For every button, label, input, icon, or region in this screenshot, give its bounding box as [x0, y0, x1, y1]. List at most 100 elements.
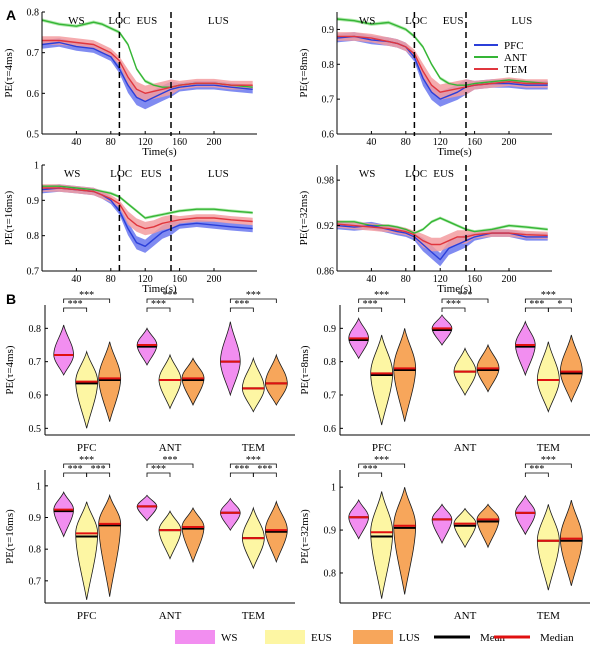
series-line-pfc	[41, 41, 253, 103]
significance-bracket	[441, 298, 489, 303]
significance-label: ***	[541, 455, 556, 466]
significance-label: ***	[68, 299, 83, 310]
x-tick-label: 120	[138, 274, 153, 285]
y-axis-label: PE(τ=16ms)	[3, 190, 15, 245]
y-tick-label: 0.6	[322, 130, 335, 141]
x-tick-label: 40	[366, 274, 376, 285]
phase-label: WS	[68, 15, 85, 27]
x-axis-label: Time(s)	[437, 283, 472, 295]
x-tick-label: 120	[433, 274, 448, 285]
y-tick-label: 0.86	[317, 267, 335, 278]
chart-4: 40 80 120 160 200 0.86 0.92 0.98 Time(s) PE(τ=32m…	[298, 165, 552, 295]
category-label: ANT	[159, 610, 182, 622]
significance-bracket	[229, 298, 277, 303]
significance-label: ***	[79, 290, 94, 301]
category-label: PFC	[372, 610, 392, 622]
significance-bracket	[146, 463, 194, 468]
phase-label: LOC	[405, 15, 427, 27]
violin-eus	[536, 341, 560, 413]
violin-eus	[75, 501, 99, 600]
violin-ws	[53, 324, 74, 376]
x-tick-label: 160	[172, 137, 187, 148]
significance-label: ***	[529, 299, 544, 310]
significance-bracket	[524, 298, 572, 303]
phase-label: LUS	[512, 15, 533, 27]
violin-ws	[515, 494, 536, 536]
series-line-ant	[41, 19, 253, 88]
phase-label: EUS	[433, 168, 454, 180]
y-tick-label: 0.9	[324, 526, 337, 537]
violin-ws	[220, 321, 241, 397]
legend-patch-ws	[175, 630, 215, 644]
significance-bracket	[441, 307, 466, 312]
violin-lus	[181, 506, 205, 564]
x-axis-label: Time(s)	[142, 283, 177, 295]
y-tick-label: 0.8	[27, 231, 40, 242]
y-tick-label: 0.6	[29, 391, 42, 402]
band-tem	[337, 220, 548, 252]
significance-bracket	[146, 298, 194, 303]
violin-eus	[453, 507, 477, 549]
y-tick-label: 0.8	[324, 568, 337, 579]
y-tick-label: 0.9	[29, 513, 42, 524]
y-axis-label: PE(τ=4ms)	[3, 48, 15, 97]
significance-label: ***	[257, 464, 272, 475]
significance-label: ***	[91, 464, 106, 475]
band-tem	[42, 184, 253, 236]
phase-label: EUS	[141, 168, 162, 180]
significance-bracket	[547, 307, 572, 312]
series-line-ant	[42, 185, 253, 219]
phase-label: LOC	[110, 168, 132, 180]
x-tick-label: 200	[502, 274, 517, 285]
y-axis-label: PE(τ=32ms)	[298, 190, 310, 245]
x-tick-label: 200	[207, 274, 222, 285]
violin-lus	[476, 503, 500, 549]
significance-bracket	[146, 307, 171, 312]
significance-bracket	[358, 472, 383, 477]
significance-label: ***	[163, 455, 178, 466]
series-line-tem	[42, 39, 253, 95]
y-tick-label: 0.9	[27, 196, 40, 207]
x-tick-label: 80	[106, 137, 116, 148]
significance-label: ***	[151, 464, 166, 475]
x-tick-label: 200	[207, 137, 222, 148]
y-tick-label: 0.6	[27, 89, 40, 100]
chart-2: 40 80 120 160 200 0.6 0.7 0.8 0.9 Time(s) PE(τ=8ms…	[298, 12, 552, 158]
y-tick-label: 0.8	[27, 8, 40, 19]
x-axis-label: Time(s)	[437, 146, 472, 158]
y-axis-label: PE(τ=8ms)	[298, 48, 310, 97]
x-tick-label: 200	[502, 137, 517, 148]
panel-label-b: B	[6, 291, 16, 307]
significance-bracket	[63, 463, 111, 468]
y-tick-label: 0.8	[322, 60, 335, 71]
violin-lus	[559, 499, 583, 586]
y-tick-label: 0.9	[322, 25, 335, 36]
significance-label: ***	[246, 290, 261, 301]
violin-eus	[241, 356, 265, 413]
significance-label: ***	[163, 290, 178, 301]
x-tick-label: 160	[467, 274, 482, 285]
significance-label: ***	[363, 299, 378, 310]
violin-ws	[348, 498, 369, 540]
y-axis-label: PE(τ=32ms)	[299, 509, 311, 564]
phase-label: LOC	[405, 168, 427, 180]
y-tick-label: 0.7	[27, 48, 40, 59]
significance-label: ***	[151, 299, 166, 310]
significance-bracket	[358, 463, 406, 468]
legend-label: EUS	[311, 632, 332, 644]
x-tick-label: 120	[138, 137, 153, 148]
category-label: TEM	[537, 442, 560, 454]
legend-label: PFC	[504, 40, 524, 52]
y-tick-label: 1	[331, 483, 336, 494]
phase-label: WS	[359, 168, 376, 180]
legend-patch-lus	[353, 630, 393, 644]
chart-7: 0.70.80.91PE(τ=16ms)PFC*********ANT*****…	[4, 455, 295, 622]
significance-label: ***	[374, 290, 389, 301]
category-label: ANT	[454, 442, 477, 454]
y-tick-label: 0.9	[324, 324, 337, 335]
charts-layer: 40 80 120 160 200 0.5 0.6 0.7 0.8 Time(s) PE(τ=4ms…	[3, 8, 590, 622]
violin-lus	[98, 493, 122, 597]
y-tick-label: 0.8	[324, 357, 337, 368]
category-label: TEM	[242, 610, 265, 622]
y-tick-label: 0.7	[322, 95, 335, 106]
